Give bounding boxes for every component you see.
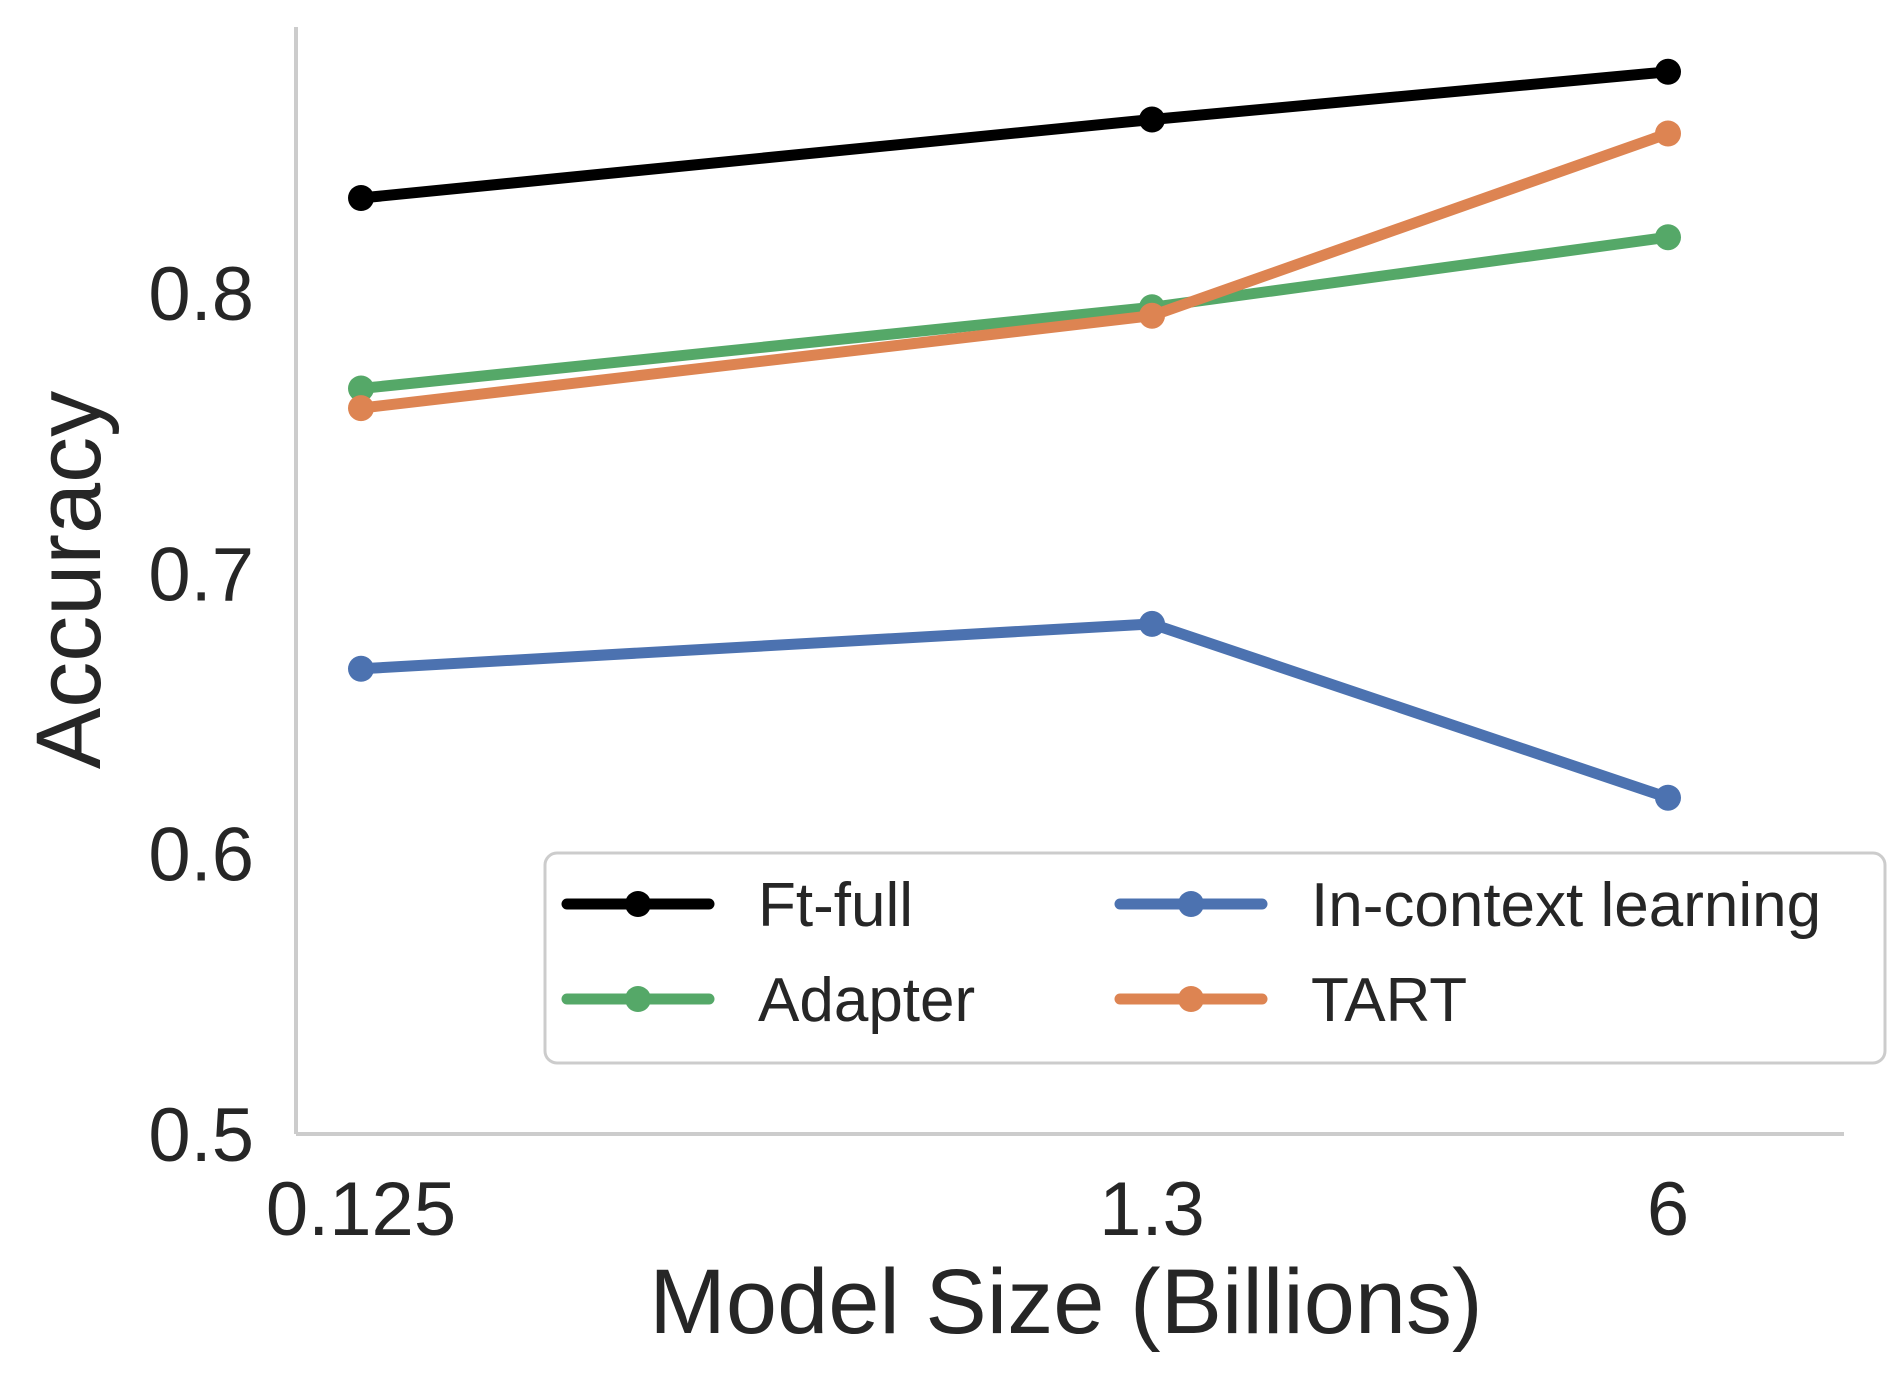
data-point-in-context-learning (348, 655, 374, 682)
legend: Ft-full In-context learning Adapter TART (543, 851, 1887, 1065)
y-tick-labels: 0.5 0.6 0.7 0.8 (148, 252, 254, 1178)
legend-label: Adapter (758, 966, 975, 1035)
legend-entry-ft-full: Ft-full (561, 871, 913, 940)
legend-entry-tart: TART (1114, 966, 1467, 1035)
data-point-tart (1139, 302, 1165, 329)
series (348, 58, 1681, 811)
y-tick-label: 0.6 (148, 813, 254, 898)
x-tick-label: 6 (1647, 1167, 1689, 1252)
legend-entries: Ft-full In-context learning Adapter TART (561, 871, 1821, 1035)
series-ft-full (348, 58, 1681, 211)
axes (294, 27, 1844, 1136)
x-tick-label: 0.125 (266, 1167, 456, 1252)
y-axis-title: Accuracy (18, 391, 120, 769)
x-tick-label: 1.3 (1099, 1167, 1205, 1252)
legend-label: TART (1311, 966, 1467, 1035)
legend-label: Ft-full (758, 871, 913, 940)
legend-entry-in-context-learning: In-context learning (1114, 871, 1821, 940)
data-point-in-context-learning (1139, 610, 1165, 637)
data-point-ft-full (1139, 106, 1165, 133)
legend-swatch-marker (625, 986, 651, 1012)
series-tart (348, 120, 1681, 422)
x-tick-labels: 0.125 1.3 6 (266, 1167, 1689, 1252)
legend-swatch-marker (625, 891, 651, 917)
data-point-tart (1655, 120, 1681, 147)
data-point-adapter (348, 375, 374, 402)
data-point-ft-full (1655, 58, 1681, 85)
data-point-ft-full (348, 185, 374, 211)
y-tick-label: 0.5 (148, 1093, 254, 1178)
legend-swatch-marker (1178, 891, 1204, 917)
y-tick-label: 0.8 (148, 252, 254, 337)
legend-entry-adapter: Adapter (561, 966, 975, 1035)
data-point-adapter (1655, 224, 1681, 251)
series-in-context-learning (348, 610, 1681, 811)
data-point-in-context-learning (1655, 784, 1681, 811)
x-axis-title: Model Size (Billions) (649, 1251, 1482, 1353)
legend-label: In-context learning (1311, 871, 1821, 940)
legend-frame (543, 851, 1887, 1065)
y-tick-label: 0.7 (148, 532, 254, 617)
data-point-tart (348, 395, 374, 422)
legend-swatch-marker (1178, 986, 1204, 1012)
